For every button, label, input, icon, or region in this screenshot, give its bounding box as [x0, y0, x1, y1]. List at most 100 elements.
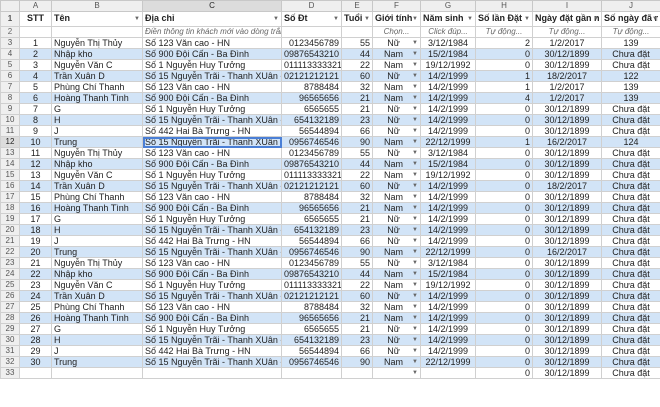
data-cell[interactable]: Số 900 Đội Cấn - Ba Đình — [142, 92, 282, 104]
dropdown-arrow-icon[interactable]: ▼ — [412, 139, 418, 145]
header-cell[interactable]: Ngày đặt gần nhất▼ — [532, 11, 602, 27]
data-cell[interactable]: Nam ▼ — [372, 136, 421, 148]
data-cell[interactable]: 96565656 — [281, 92, 342, 104]
data-cell[interactable]: Chưa đặt — [601, 312, 660, 324]
data-cell[interactable]: 90 — [341, 356, 373, 368]
data-cell[interactable]: 5 — [19, 81, 52, 93]
data-cell[interactable] — [341, 367, 373, 379]
data-cell[interactable]: Nguyễn Thị Thủy — [51, 147, 143, 159]
row-header-17[interactable]: 17 — [0, 191, 20, 203]
data-cell[interactable] — [51, 367, 143, 379]
data-cell[interactable]: 27 — [19, 323, 52, 335]
data-cell[interactable]: Nam ▼ — [372, 279, 421, 291]
row-header-2[interactable]: 2 — [0, 26, 20, 38]
data-cell[interactable]: Chưa đặt — [601, 235, 660, 247]
row-header-26[interactable]: 26 — [0, 290, 20, 302]
dropdown-arrow-icon[interactable]: ▼ — [412, 370, 418, 376]
data-cell[interactable]: 21 — [19, 257, 52, 269]
data-cell[interactable]: 66 — [341, 345, 373, 357]
data-cell[interactable]: 19/12/1992 — [420, 59, 476, 71]
data-cell[interactable]: 13 — [19, 169, 52, 181]
row-header-24[interactable]: 24 — [0, 268, 20, 280]
row-header-8[interactable]: 8 — [0, 92, 20, 104]
row-header-9[interactable]: 9 — [0, 103, 20, 115]
data-cell[interactable]: 02121212121 — [281, 290, 342, 302]
data-cell[interactable]: Nam ▼ — [372, 312, 421, 324]
column-header-c[interactable]: C — [142, 0, 282, 12]
data-cell[interactable]: 2 — [475, 37, 533, 49]
data-cell[interactable]: 19/12/1992 — [420, 169, 476, 181]
header-cell[interactable]: Tên ▼ — [51, 11, 143, 27]
data-cell[interactable]: Nữ ▼ — [372, 114, 421, 126]
data-cell[interactable]: 0 — [475, 213, 533, 225]
dropdown-arrow-icon[interactable]: ▼ — [412, 260, 418, 266]
data-cell[interactable]: 28 — [19, 334, 52, 346]
data-cell[interactable]: Hoàng Thanh Tình — [51, 312, 143, 324]
data-cell[interactable]: 0 — [475, 334, 533, 346]
data-cell[interactable]: 0 — [475, 158, 533, 170]
row-header-14[interactable]: 14 — [0, 158, 20, 170]
dropdown-arrow-icon[interactable]: ▼ — [412, 359, 418, 365]
data-cell[interactable]: Nam ▼ — [372, 48, 421, 60]
data-cell[interactable]: 8788484 — [281, 191, 342, 203]
data-cell[interactable]: 96565656 — [281, 312, 342, 324]
data-cell[interactable]: 14/2/1999 — [420, 114, 476, 126]
data-cell[interactable]: 21 — [341, 103, 373, 115]
filter-dropdown-icon[interactable]: ▼ — [652, 16, 658, 22]
data-cell[interactable]: 0 — [475, 367, 533, 379]
data-cell[interactable]: 1 — [475, 81, 533, 93]
select-all-corner[interactable] — [0, 0, 20, 12]
data-cell[interactable]: Chưa đặt — [601, 147, 660, 159]
data-cell[interactable]: 0 — [475, 246, 533, 258]
hint-cell[interactable]: Tự động... — [475, 26, 533, 38]
data-cell[interactable]: Nam ▼ — [372, 202, 421, 214]
filter-dropdown-icon[interactable]: ▼ — [134, 16, 140, 22]
data-cell[interactable]: Số 442 Hai Bà Trưng - HN — [142, 125, 282, 137]
row-header-7[interactable]: 7 — [0, 81, 20, 93]
data-cell[interactable]: 18/2/2017 — [532, 180, 602, 192]
data-cell[interactable]: 60 — [341, 180, 373, 192]
row-header-21[interactable]: 21 — [0, 235, 20, 247]
data-cell[interactable]: Nguyễn Thị Thủy — [51, 257, 143, 269]
data-cell[interactable]: 30/12/1899 — [532, 312, 602, 324]
data-cell[interactable]: 30/12/1899 — [532, 356, 602, 368]
data-cell[interactable]: 56544894 — [281, 235, 342, 247]
data-cell[interactable]: Nhập kho — [51, 48, 143, 60]
dropdown-arrow-icon[interactable]: ▼ — [412, 106, 418, 112]
data-cell[interactable]: Nữ ▼ — [372, 213, 421, 225]
data-cell[interactable]: 18/2/2017 — [532, 70, 602, 82]
data-cell[interactable]: 14/2/1999 — [420, 213, 476, 225]
data-cell[interactable]: 654132189 — [281, 114, 342, 126]
column-header-d[interactable]: D — [281, 0, 342, 12]
dropdown-arrow-icon[interactable]: ▼ — [412, 161, 418, 167]
data-cell[interactable]: Phùng Chí Thanh — [51, 301, 143, 313]
data-cell[interactable]: Nam ▼ — [372, 268, 421, 280]
data-cell[interactable]: 30/12/1899 — [532, 169, 602, 181]
data-cell[interactable]: 0 — [475, 312, 533, 324]
row-header-19[interactable]: 19 — [0, 213, 20, 225]
data-cell[interactable]: Nữ ▼ — [372, 345, 421, 357]
data-cell[interactable]: 23 — [341, 334, 373, 346]
data-cell[interactable]: 1/2/2017 — [532, 92, 602, 104]
data-cell[interactable]: Nữ ▼ — [372, 257, 421, 269]
data-cell[interactable]: 18 — [19, 224, 52, 236]
data-cell[interactable]: 14/2/1999 — [420, 180, 476, 192]
data-cell[interactable]: Nam ▼ — [372, 158, 421, 170]
data-cell[interactable]: 44 — [341, 158, 373, 170]
data-cell[interactable]: 22 — [341, 59, 373, 71]
data-cell[interactable]: 30/12/1899 — [532, 301, 602, 313]
data-cell[interactable]: 66 — [341, 235, 373, 247]
data-cell[interactable]: 14/2/1999 — [420, 345, 476, 357]
data-cell[interactable]: Số 900 Đội Cấn - Ba Đình — [142, 268, 282, 280]
data-cell[interactable]: Chưa đặt — [601, 158, 660, 170]
row-header-33[interactable]: 33 — [0, 367, 20, 379]
data-cell[interactable]: Chưa đặt — [601, 323, 660, 335]
data-cell[interactable]: Nữ ▼ — [372, 37, 421, 49]
data-cell[interactable]: 122 — [601, 70, 660, 82]
data-cell[interactable]: 0956746546 — [281, 356, 342, 368]
data-cell[interactable]: 09876543210 — [281, 268, 342, 280]
data-cell[interactable]: Nữ ▼ — [372, 290, 421, 302]
row-header-27[interactable]: 27 — [0, 301, 20, 313]
data-cell[interactable]: 22/12/1999 — [420, 246, 476, 258]
data-cell[interactable]: 30/12/1899 — [532, 345, 602, 357]
